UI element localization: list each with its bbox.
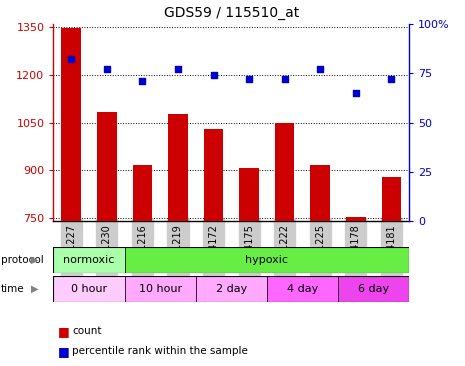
Bar xyxy=(168,114,188,221)
Text: ▶: ▶ xyxy=(31,255,39,265)
Bar xyxy=(382,178,401,221)
Bar xyxy=(125,247,409,273)
Bar xyxy=(346,217,365,221)
Bar xyxy=(125,276,196,302)
Text: 10 hour: 10 hour xyxy=(139,284,182,294)
Text: percentile rank within the sample: percentile rank within the sample xyxy=(72,346,248,356)
Point xyxy=(210,72,217,78)
Point xyxy=(281,76,288,82)
Point xyxy=(139,78,146,84)
Point xyxy=(388,76,395,82)
Text: ■: ■ xyxy=(58,345,70,358)
Text: hypoxic: hypoxic xyxy=(246,255,288,265)
Text: normoxic: normoxic xyxy=(63,255,115,265)
Bar xyxy=(97,112,117,221)
Bar xyxy=(133,165,152,221)
Point xyxy=(67,56,75,62)
Point xyxy=(352,90,359,96)
Text: protocol: protocol xyxy=(1,255,44,265)
Bar xyxy=(61,27,81,221)
Bar xyxy=(53,247,125,273)
Bar xyxy=(53,276,125,302)
Bar xyxy=(267,276,338,302)
Text: 6 day: 6 day xyxy=(358,284,389,294)
Title: GDS59 / 115510_at: GDS59 / 115510_at xyxy=(164,6,299,20)
Bar xyxy=(311,165,330,221)
Point xyxy=(246,76,253,82)
Text: 2 day: 2 day xyxy=(216,284,247,294)
Bar xyxy=(204,129,223,221)
Bar xyxy=(196,276,267,302)
Text: time: time xyxy=(1,284,25,294)
Bar xyxy=(239,168,259,221)
Point xyxy=(103,66,111,72)
Text: 0 hour: 0 hour xyxy=(71,284,107,294)
Bar xyxy=(275,123,294,221)
Text: ■: ■ xyxy=(58,325,70,338)
Point xyxy=(174,66,182,72)
Text: ▶: ▶ xyxy=(31,284,39,294)
Point xyxy=(317,66,324,72)
Text: count: count xyxy=(72,326,101,336)
Text: 4 day: 4 day xyxy=(287,284,318,294)
Bar xyxy=(338,276,409,302)
